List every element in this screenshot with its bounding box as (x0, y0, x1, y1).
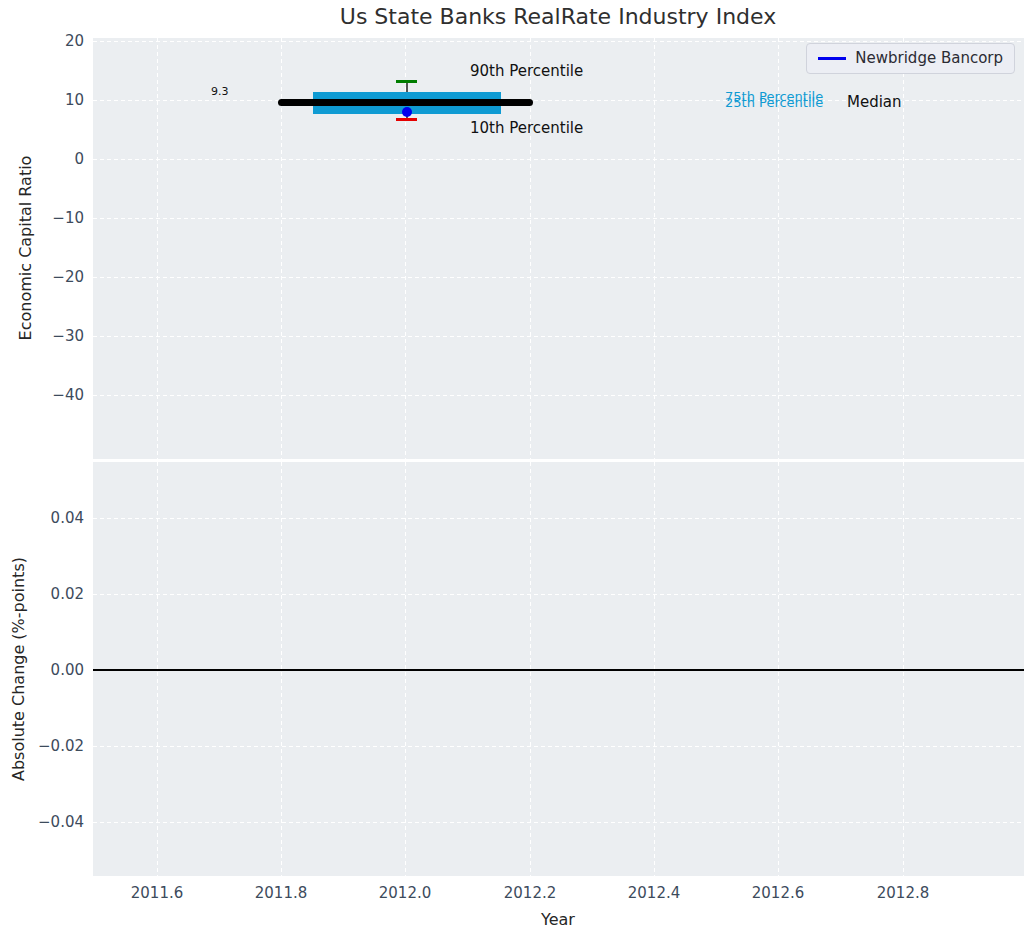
gridline-h (93, 218, 1024, 219)
gridline-h (93, 518, 1024, 519)
xtick: 2012.4 (614, 884, 694, 902)
ytick-top: −10 (0, 209, 84, 227)
zero-baseline (93, 669, 1024, 671)
ytick-top: 10 (0, 91, 84, 109)
x-axis-label: Year (541, 910, 575, 929)
gridline-v (157, 38, 158, 459)
gridline-v (654, 38, 655, 459)
gridline-h (93, 41, 1024, 42)
median-value-label: 9.3 (211, 85, 229, 98)
figure: Us State Banks RealRate Industry Index 9… (0, 0, 1034, 942)
p10-cap (396, 118, 417, 121)
ytick-top: 0 (0, 150, 84, 168)
xtick: 2011.8 (241, 884, 321, 902)
top-y-axis-label: Economic Capital Ratio (16, 156, 35, 341)
gridline-h (93, 395, 1024, 396)
legend: Newbridge Bancorp (806, 43, 1015, 74)
ytick-top: 20 (0, 32, 84, 50)
xtick: 2012.2 (490, 884, 570, 902)
xtick: 2012.0 (365, 884, 445, 902)
gridline-h (93, 746, 1024, 747)
median-line (278, 99, 533, 106)
bottom-y-axis-label: Absolute Change (%-points) (9, 557, 28, 781)
p90-cap (396, 80, 417, 83)
legend-label: Newbridge Bancorp (855, 49, 1003, 68)
newbridge-data-point (402, 107, 412, 117)
xtick: 2012.6 (738, 884, 818, 902)
xtick: 2012.8 (863, 884, 943, 902)
chart-title: Us State Banks RealRate Industry Index (340, 4, 776, 29)
ytick-top: −20 (0, 268, 84, 286)
ytick-top: −40 (0, 386, 84, 404)
xtick: 2011.6 (117, 884, 197, 902)
ytick-top: −30 (0, 327, 84, 345)
gridline-h (93, 277, 1024, 278)
bottom-plot-area (93, 462, 1024, 876)
gridline-v (903, 38, 904, 459)
gridline-h (93, 822, 1024, 823)
ytick-bottom: 0.04 (0, 509, 84, 527)
gridline-h (93, 336, 1024, 337)
p25-label: 25th Percentile (725, 96, 823, 110)
p10-label: 10th Percentile (470, 119, 583, 137)
p90-label: 90th Percentile (470, 62, 583, 80)
legend-line-icon (818, 57, 846, 60)
gridline-h (93, 159, 1024, 160)
ytick-bottom: −0.04 (0, 813, 84, 831)
gridline-h (93, 594, 1024, 595)
top-plot-area: 9.3 90th Percentile 10th Percentile 75th… (93, 38, 1024, 459)
median-label: Median (847, 93, 902, 111)
